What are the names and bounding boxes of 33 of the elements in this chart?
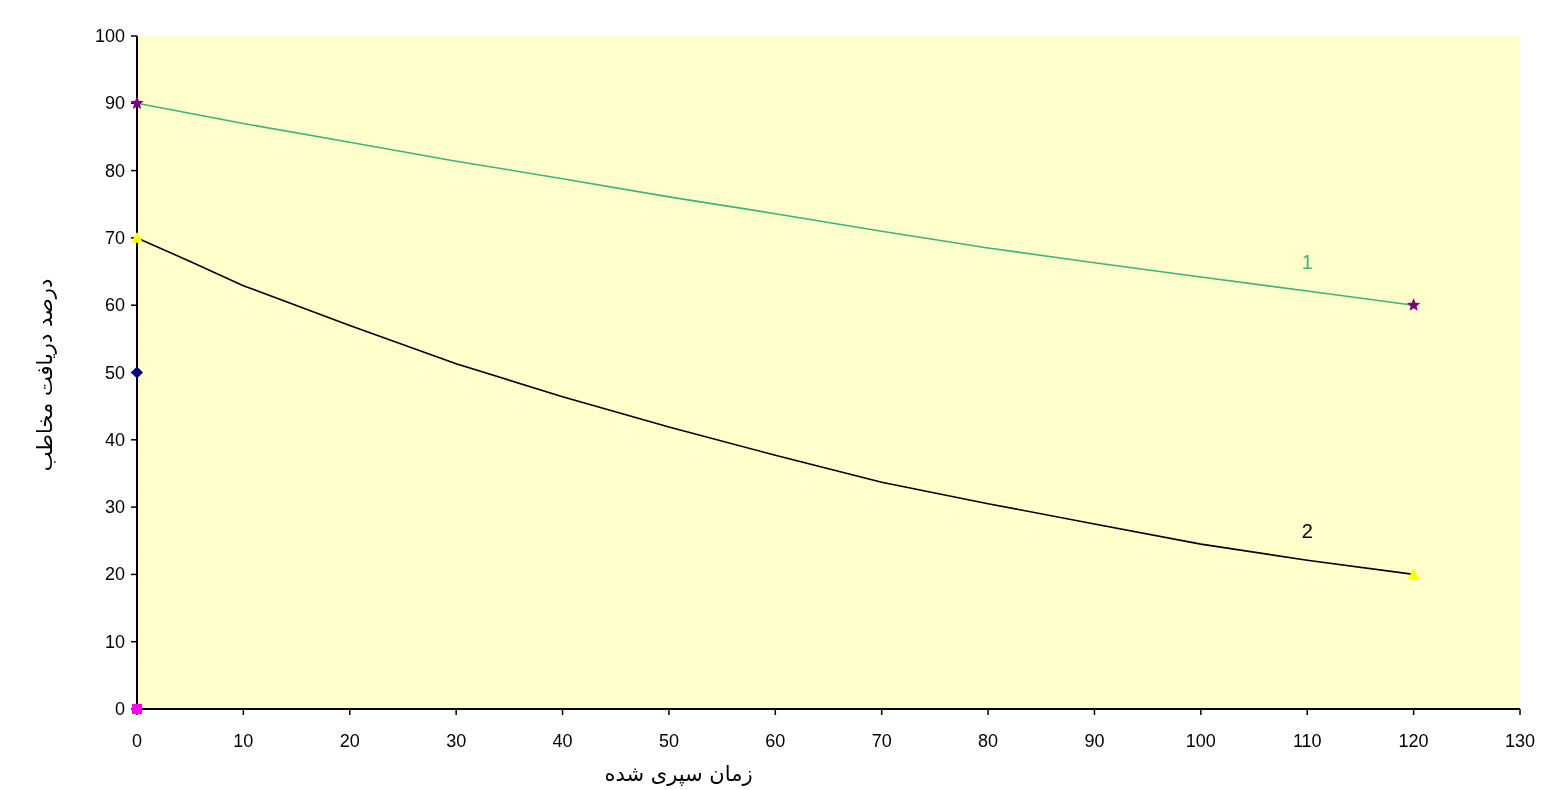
y-tick-label: 70: [104, 227, 125, 248]
y-tick-label: 40: [104, 429, 125, 450]
x-tick-label: 30: [446, 731, 467, 751]
y-tick-label: 20: [104, 564, 125, 585]
y-tick-label: 100: [94, 26, 125, 46]
y-axis-title: درصد دریافت مخاطب: [33, 278, 57, 472]
series-label: 1: [1301, 251, 1313, 274]
y-tick-label: 30: [104, 497, 125, 518]
x-tick-label: 40: [552, 731, 573, 751]
x-tick-label: 70: [871, 731, 892, 751]
x-tick-label: 120: [1398, 731, 1429, 751]
y-tick-label: 80: [104, 160, 125, 181]
series-label: 2: [1301, 520, 1313, 543]
y-tick-label: 90: [104, 93, 125, 114]
y-tick-label: 50: [104, 362, 125, 383]
x-tick-label: 130: [1504, 731, 1536, 751]
x-tick-label: 60: [765, 731, 786, 751]
x-tick-label: 10: [233, 731, 254, 751]
x-tick-label: 50: [658, 731, 679, 751]
point: [130, 96, 144, 109]
x-tick-label: 90: [1084, 731, 1105, 751]
x-tick-label: 110: [1292, 731, 1322, 751]
point: [131, 366, 143, 379]
x-axis-title: زمان سپری شده: [604, 762, 753, 786]
point: [1406, 298, 1421, 311]
x-tick-label: 0: [131, 731, 143, 751]
x-tick-label: 20: [339, 731, 360, 751]
y-tick-label: 0: [114, 699, 125, 719]
point: [1407, 568, 1420, 580]
y-tick-label: 10: [104, 631, 125, 652]
y-tick-label: 60: [104, 295, 125, 316]
x-tick-label: 80: [978, 731, 999, 751]
x-tick-label: 100: [1185, 731, 1216, 751]
